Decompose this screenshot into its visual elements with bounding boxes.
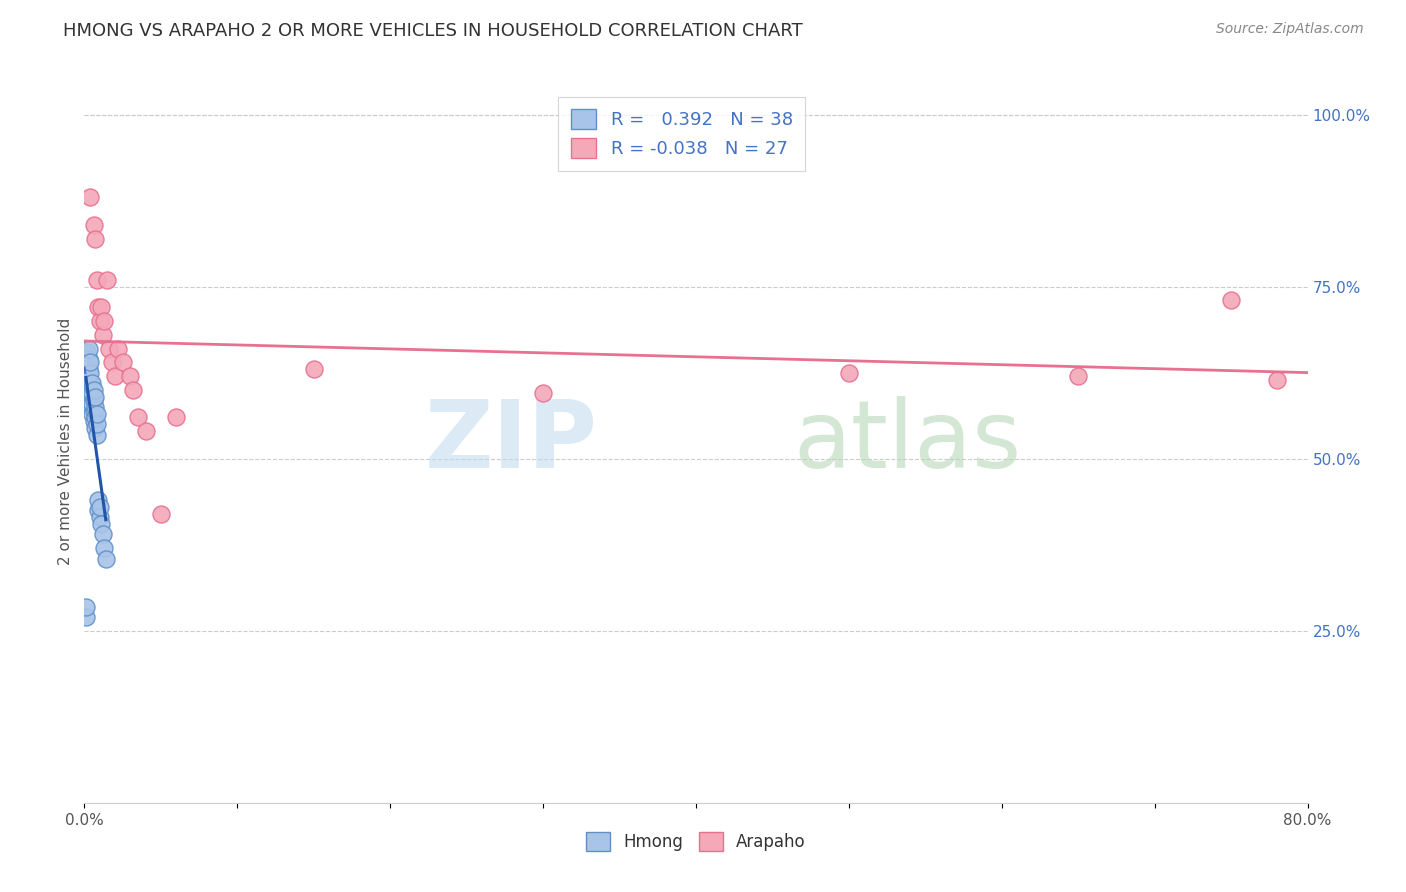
Point [91, 527, 114, 541]
Point [87, 493, 110, 508]
Point [165, 410, 187, 425]
Point [76, 345, 98, 359]
Point [149, 507, 172, 521]
Point [86, 427, 108, 442]
Point [1220, 293, 1243, 308]
Point [127, 410, 149, 425]
Point [76, 366, 98, 380]
Point [89, 510, 111, 524]
Point [101, 355, 124, 369]
Point [135, 424, 157, 438]
Point [838, 366, 860, 380]
Point [87, 301, 110, 315]
Point [76, 355, 98, 369]
Point [87, 503, 110, 517]
Point [77, 383, 100, 397]
Point [1067, 369, 1090, 384]
Text: atlas: atlas [794, 395, 1022, 488]
Point [75, 599, 97, 614]
Point [97, 342, 120, 356]
Point [83, 414, 105, 428]
Point [75, 610, 97, 624]
Point [111, 355, 134, 369]
Point [84, 400, 107, 414]
Point [90, 301, 112, 315]
Point [83, 403, 105, 417]
Point [79, 376, 101, 390]
Text: Source: ZipAtlas.com: Source: ZipAtlas.com [1216, 22, 1364, 37]
Point [96, 273, 118, 287]
Point [302, 362, 325, 376]
Point [91, 327, 114, 342]
Y-axis label: 2 or more Vehicles in Household: 2 or more Vehicles in Household [58, 318, 73, 566]
Point [77, 351, 100, 366]
Point [89, 314, 111, 328]
Point [77, 362, 100, 376]
Point [77, 342, 100, 356]
Point [84, 390, 107, 404]
Text: ZIP: ZIP [425, 395, 598, 488]
Point [79, 190, 101, 204]
Point [93, 314, 115, 328]
Point [94, 551, 117, 566]
Legend: Hmong, Arapaho: Hmong, Arapaho [578, 824, 814, 860]
Point [86, 273, 108, 287]
Point [86, 417, 108, 432]
Point [79, 386, 101, 401]
Point [531, 386, 554, 401]
Point [79, 355, 101, 369]
Point [90, 517, 112, 532]
Point [107, 342, 129, 356]
Text: HMONG VS ARAPAHO 2 OR MORE VEHICLES IN HOUSEHOLD CORRELATION CHART: HMONG VS ARAPAHO 2 OR MORE VEHICLES IN H… [63, 22, 803, 40]
Point [86, 407, 108, 421]
Point [79, 397, 101, 411]
Point [89, 500, 111, 514]
Point [120, 369, 142, 384]
Point [80, 397, 103, 411]
Point [122, 383, 145, 397]
Point [83, 383, 105, 397]
Point [83, 218, 105, 232]
Point [83, 393, 105, 408]
Point [80, 407, 103, 421]
Point [1265, 373, 1288, 387]
Point [84, 231, 107, 245]
Point [84, 421, 107, 435]
Point [80, 386, 103, 401]
Point [93, 541, 115, 556]
Point [84, 410, 107, 425]
Point [79, 366, 101, 380]
Point [104, 369, 127, 384]
Point [77, 373, 100, 387]
Point [80, 376, 103, 390]
